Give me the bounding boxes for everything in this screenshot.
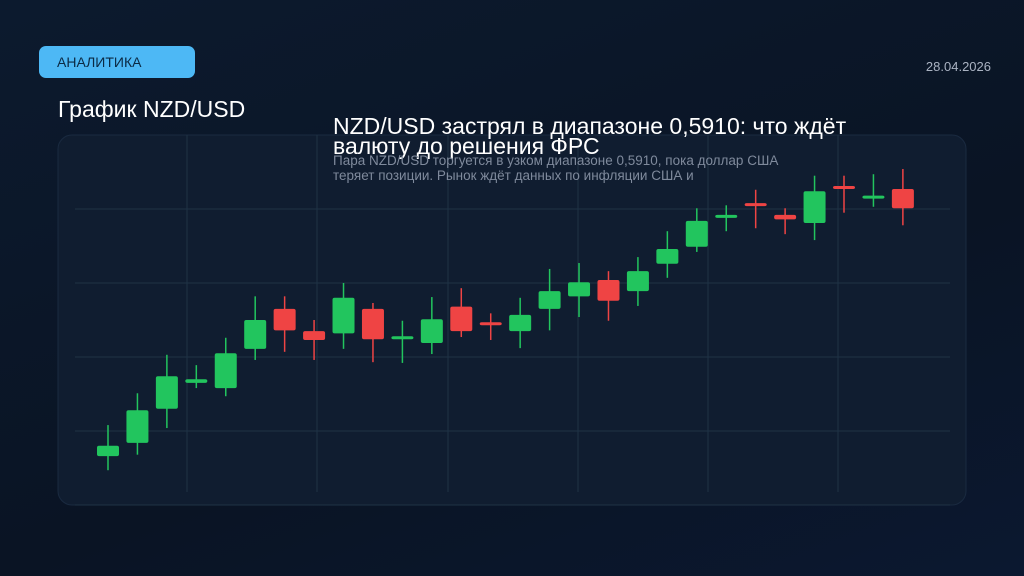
candle-body (656, 248, 679, 264)
candle-body (509, 314, 532, 332)
headline: NZD/USD застрял в диапазоне 0,5910: что … (333, 113, 847, 159)
candle-body (420, 319, 443, 343)
candle-body (597, 280, 620, 301)
candle-body (774, 214, 797, 220)
candle-body (568, 282, 591, 297)
candle-body (273, 308, 296, 331)
candle-body (361, 308, 384, 340)
candle-body (626, 271, 649, 292)
date: 28.04.2026 (925, 59, 991, 74)
candle-body (744, 203, 767, 207)
candle-body (538, 291, 561, 309)
candle-body (97, 445, 119, 457)
candle-body (332, 297, 355, 334)
summary: Пара NZD/USD торгуется в узком диапазоне… (333, 153, 779, 183)
candle-body (391, 336, 414, 340)
candle-body (214, 353, 237, 389)
candle-body (479, 322, 502, 326)
candle-body (833, 186, 855, 190)
candle-body (715, 214, 738, 218)
candle-body (244, 320, 267, 349)
category-badge: АНАЛИТИКА (39, 46, 195, 78)
plot (75, 169, 950, 471)
candle-body (126, 410, 149, 443)
candle-body (803, 191, 826, 224)
candle-body (891, 189, 914, 209)
vertical-grid (186, 135, 839, 492)
candle-body (685, 220, 708, 247)
candle-body (303, 331, 326, 340)
chart-title: График NZD/USD (58, 96, 246, 122)
candle-body (155, 376, 178, 409)
candle-body (185, 379, 208, 383)
candle-body (862, 195, 885, 199)
candle-body (450, 306, 473, 332)
